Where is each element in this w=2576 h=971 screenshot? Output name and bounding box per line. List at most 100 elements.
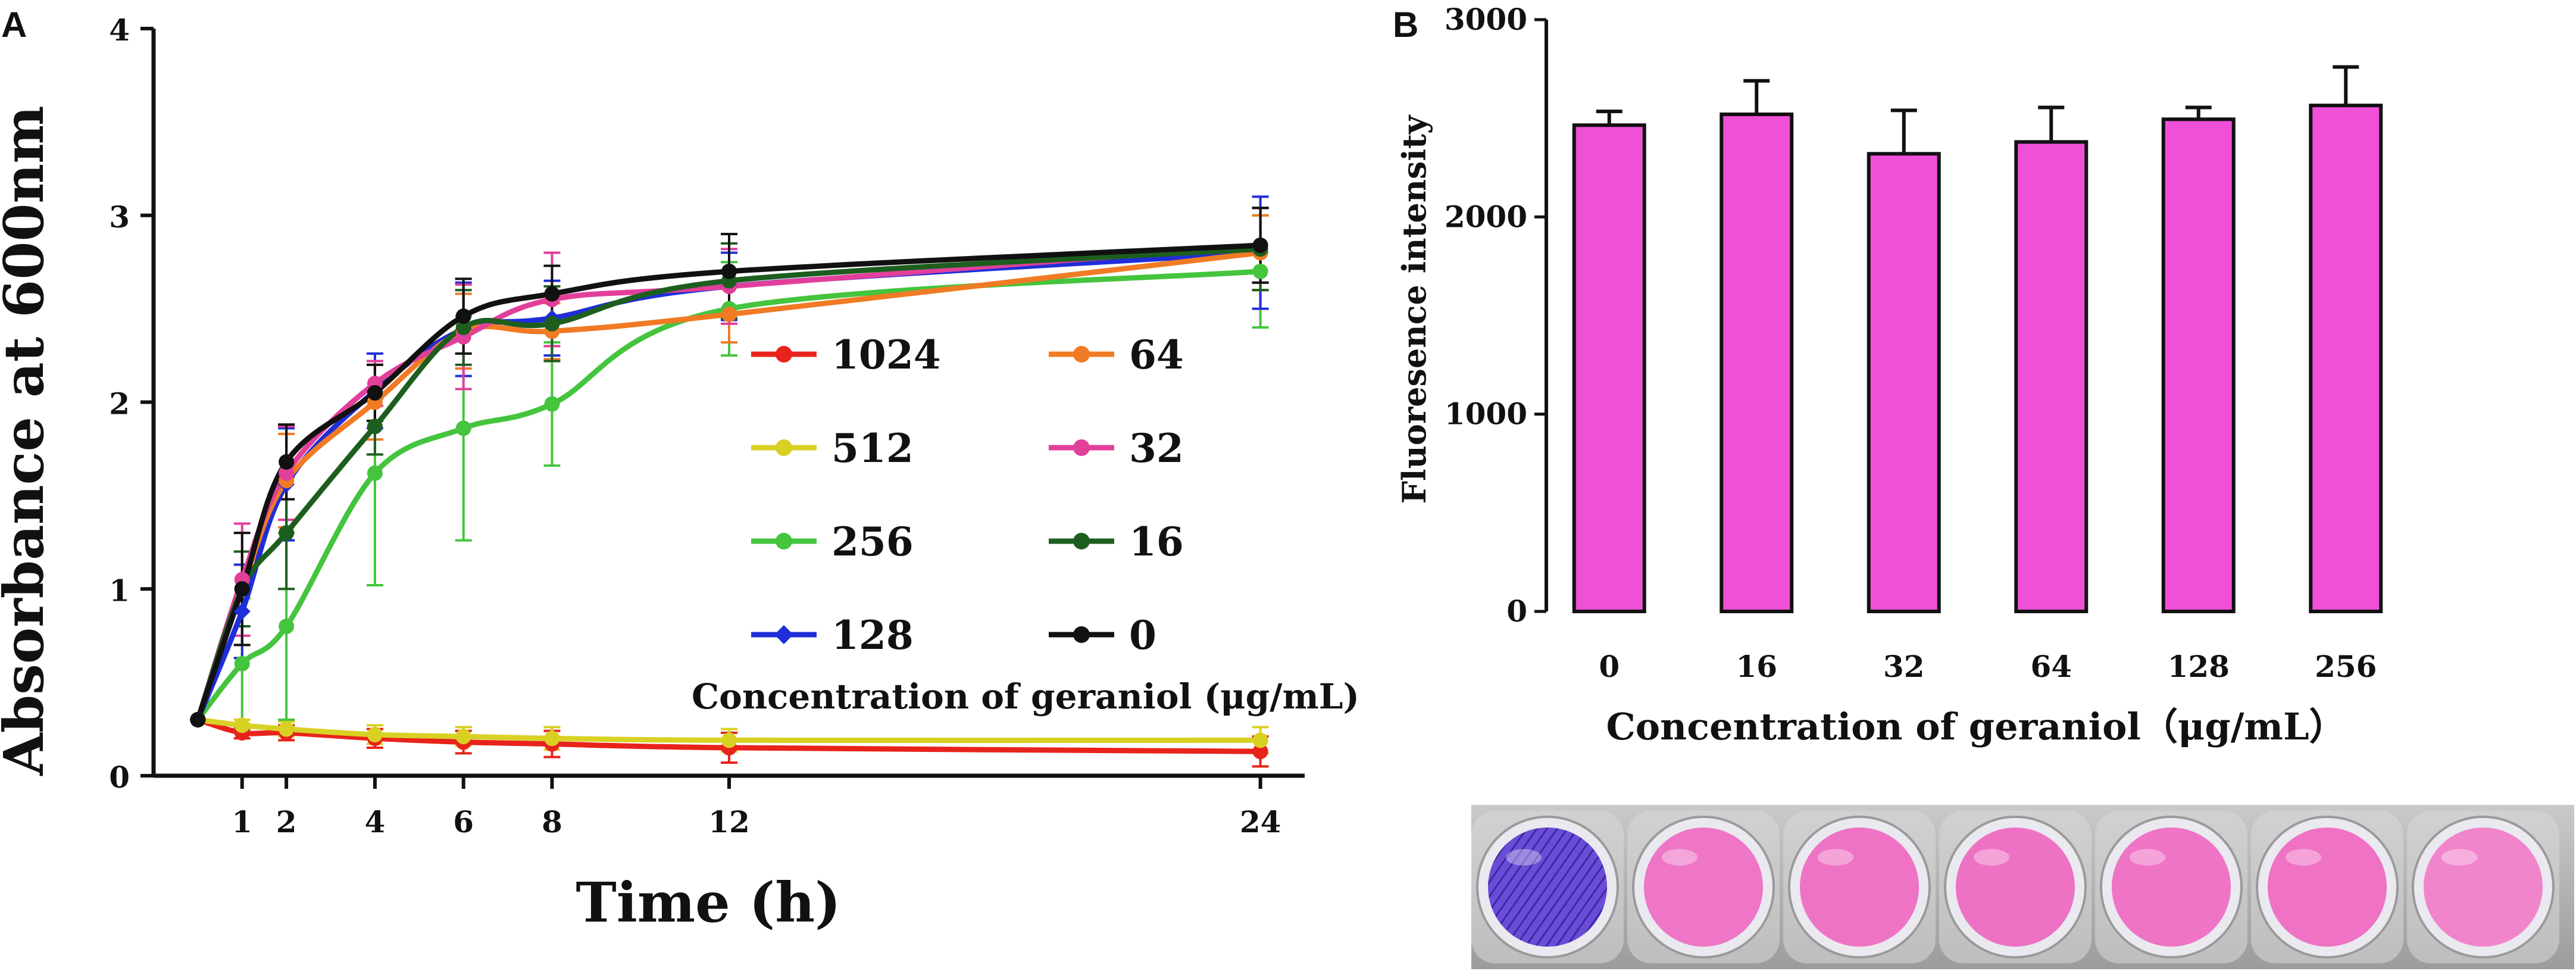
point-0	[1252, 237, 1268, 253]
legend-marker-0	[1073, 626, 1090, 643]
point-512	[279, 721, 295, 737]
bar-16	[1720, 113, 1794, 614]
point-16	[279, 525, 295, 541]
point-512	[721, 732, 737, 748]
well-7	[2424, 828, 2543, 947]
point-256	[234, 655, 250, 672]
well-highlight	[2130, 849, 2165, 866]
well-3	[1800, 828, 1919, 947]
well-highlight	[1974, 849, 2009, 866]
well-highlight	[1506, 849, 1542, 866]
well-4	[1956, 828, 2075, 947]
legend-label-0: 0	[1129, 612, 1156, 658]
x-tick-label-b: 256	[2315, 649, 2377, 684]
x-axis-title-b: Concentration of geraniol（μg/mL）	[1606, 705, 2346, 748]
point-1024	[1252, 744, 1268, 760]
legend-marker-512	[776, 439, 792, 456]
legend-label-16: 16	[1129, 519, 1184, 565]
x-tick-label: 4	[365, 804, 386, 839]
well-highlight	[2286, 849, 2321, 866]
x-tick-label-b: 64	[2030, 649, 2072, 684]
point-0	[234, 581, 250, 597]
point-512	[367, 726, 383, 742]
point-512	[455, 729, 471, 745]
x-axis-title: Time (h)	[576, 870, 840, 935]
legend-marker-256	[776, 533, 792, 549]
y-tick-label-b: 3000	[1445, 2, 1527, 37]
legend-marker-128	[774, 625, 793, 644]
legend-marker-32	[1073, 439, 1090, 456]
point-0	[455, 308, 471, 324]
y-tick-label: 3	[109, 199, 130, 235]
x-tick-label-b: 0	[1599, 649, 1620, 684]
legend-label-32: 32	[1129, 425, 1184, 472]
y-tick-label: 2	[109, 386, 130, 422]
point-16	[544, 316, 560, 332]
legend-label-1024: 1024	[831, 332, 941, 378]
point-128	[233, 602, 251, 620]
bar-128	[2161, 117, 2236, 614]
point-512	[234, 717, 250, 733]
x-tick-label-b: 128	[2168, 649, 2230, 684]
well-6	[2268, 828, 2387, 947]
y-tick-label-b: 1000	[1445, 396, 1527, 432]
well-highlight	[1662, 849, 1697, 866]
legend-title: Concentration of geraniol (μg/mL)	[692, 676, 1359, 717]
point-256	[367, 465, 383, 481]
point-0	[367, 385, 383, 401]
legend-marker-64	[1073, 346, 1090, 363]
panel-b-letter: B	[1393, 5, 1418, 45]
legend-label-512: 512	[831, 425, 914, 472]
legend-label-64: 64	[1129, 332, 1184, 378]
point-256	[279, 619, 295, 634]
point-256	[1252, 263, 1268, 279]
point-512	[544, 730, 560, 747]
legend-marker-1024	[776, 346, 792, 363]
x-tick-label: 2	[276, 804, 297, 839]
y-axis-title: Absorbance at 600nm	[0, 105, 56, 776]
well-highlight	[2441, 849, 2477, 866]
x-tick-label-b: 32	[1883, 649, 1925, 684]
point-16	[367, 419, 383, 435]
bar-256	[2309, 104, 2383, 613]
point-32	[279, 465, 295, 481]
point-0	[721, 263, 737, 279]
x-tick-label: 24	[1240, 804, 1281, 839]
y-tick-label: 0	[109, 760, 130, 795]
x-tick-label-b: 16	[1736, 649, 1777, 684]
well-5	[2112, 828, 2231, 947]
point-0	[544, 286, 560, 302]
well-highlight	[1818, 849, 1853, 866]
bar-32	[1867, 152, 1941, 614]
series-line-256	[195, 268, 1264, 723]
bar-64	[2014, 140, 2089, 613]
point-512	[1252, 732, 1268, 748]
point-0	[279, 454, 295, 470]
x-tick-label: 6	[453, 804, 474, 839]
well-1	[1488, 828, 1607, 947]
y-tick-label-b: 0	[1506, 594, 1527, 629]
x-tick-label: 1	[232, 804, 252, 839]
point-16	[455, 320, 471, 335]
legend-marker-16	[1073, 533, 1090, 549]
point-256	[544, 396, 560, 412]
y-tick-label: 1	[109, 573, 130, 608]
legend-label-128: 128	[831, 612, 914, 658]
x-tick-label: 8	[542, 804, 562, 839]
well-2	[1644, 828, 1763, 947]
series-line-1024	[195, 717, 1264, 754]
point-256	[455, 420, 471, 436]
x-tick-label: 12	[708, 804, 750, 839]
well-plate-photo	[1471, 805, 2574, 969]
bar-0	[1572, 123, 1646, 614]
fluorescence-bar-chart: 0 1000 2000 3000 0 16 32 64 128 256 Concentration…	[1395, 2, 2383, 748]
legend-label-256: 256	[831, 519, 914, 565]
y-tick-label-b: 2000	[1445, 199, 1527, 234]
y-tick-label: 4	[109, 13, 130, 48]
point-0	[190, 711, 206, 728]
y-axis-title-b: Fluoresence intensity	[1395, 114, 1433, 504]
panel-a-letter: A	[1, 5, 27, 45]
series-line-512	[195, 717, 1264, 744]
